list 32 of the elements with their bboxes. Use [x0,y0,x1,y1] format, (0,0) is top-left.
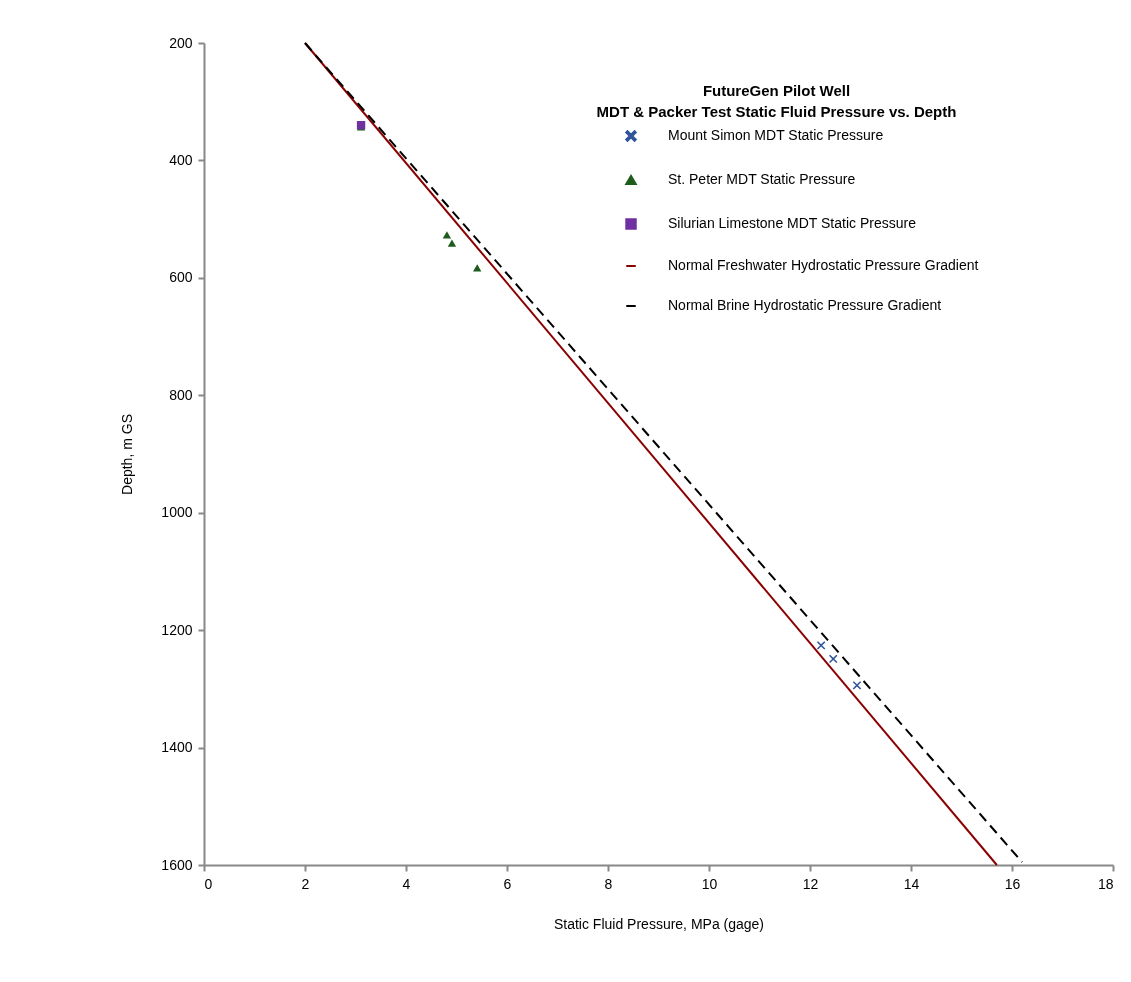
y-tick-label: 1600 [161,856,193,873]
x-tick-label: 4 [402,875,411,892]
text: FutureGen Pilot Well [702,82,851,99]
legend-label: Silurian Limestone MDT Static Pressure [668,215,917,231]
legend-label: St. Peter MDT Static Pressure [668,171,856,187]
point [829,654,838,664]
y-tick-label: 1200 [161,621,193,638]
x-tick-label: 10 [701,875,718,892]
x-tick-label: 2 [301,875,310,892]
legend-label: Normal Freshwater Hydrostatic Pressure Gradient [668,257,979,273]
y-tick-label: 600 [169,269,193,286]
point [442,231,452,239]
point [447,239,457,247]
y-tick-label: 400 [169,151,193,168]
legend-label: Mount Simon MDT Static Pressure [668,127,884,143]
x-tick-label: 14 [903,875,920,892]
y-tick-label: 1000 [161,504,193,521]
y-tick-label: 200 [169,34,193,51]
x-axis-title: Static Fluid Pressure, MPa (gage) [553,915,765,932]
legend-label: Normal Brine Hydrostatic Pressure Gradient [668,297,942,313]
point [816,641,826,650]
y-tick-label: 800 [169,386,193,403]
x-tick-label: 0 [204,875,213,892]
x-tick-label: 6 [503,875,512,892]
y-tick-label: 1400 [161,739,193,756]
point [852,681,862,690]
text: MDT & Packer Test Static Fluid Pressure vs. Depth [596,103,957,120]
y-axis-title: Depth, m GS [119,414,136,495]
x-tick-label: 18 [1097,875,1114,892]
x-tick-label: 12 [802,875,819,892]
x-tick-label: 8 [604,875,613,892]
x-tick-label: 16 [1004,875,1021,892]
